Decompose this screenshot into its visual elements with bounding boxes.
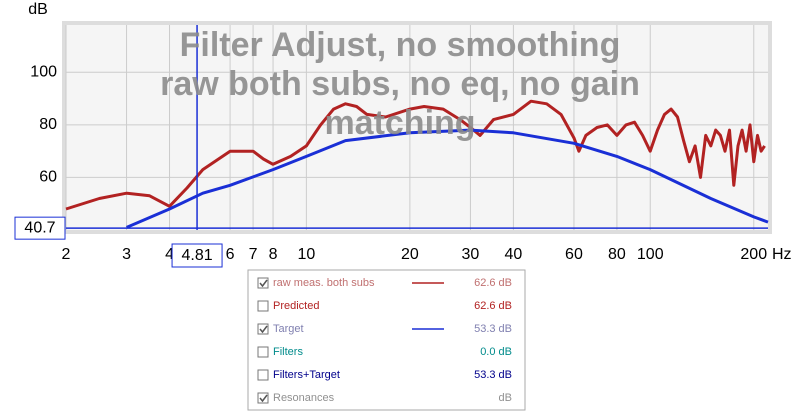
- x-tick-label: 100: [637, 246, 664, 263]
- legend: raw meas. both subs 62.6 dB Predicted 62.6 …: [257, 277, 512, 404]
- checkmark: [259, 325, 268, 334]
- x-tick-label: 8: [269, 246, 278, 263]
- chart-title: raw both subs, no eq, no gain: [160, 65, 640, 103]
- legend-readout: 53.3 dB: [474, 323, 512, 335]
- checkbox[interactable]: [257, 323, 269, 335]
- series-line: [65, 99, 766, 211]
- checkmark: [259, 394, 268, 403]
- x-tick-label: 30: [462, 246, 480, 263]
- x-tick-label: 20: [401, 246, 419, 263]
- y-axis-label: dB: [28, 1, 48, 18]
- legend-label: Predicted: [273, 300, 319, 312]
- chart-title: matching: [324, 104, 475, 142]
- plot: 60 80 100 2 3 4 6 7 8 10 20 30 40 60 80 100 200 40.7 4.81 F…: [14, 25, 769, 268]
- y-tick-label: 80: [39, 116, 57, 133]
- legend-label: raw meas. both subs: [273, 277, 375, 289]
- x-tick-label: 80: [608, 246, 626, 263]
- checkmark: [259, 279, 268, 288]
- legend-label: Filters+Target: [273, 369, 340, 381]
- checkbox[interactable]: [257, 277, 269, 289]
- legend-readout: 62.6 dB: [474, 277, 512, 289]
- x-tick-label: 6: [226, 246, 235, 263]
- x-tick-label: 3: [122, 246, 131, 263]
- x-tick-label: 10: [297, 246, 315, 263]
- plot-area: [66, 25, 768, 230]
- y-tick-label: 60: [39, 169, 57, 186]
- checkbox[interactable]: [257, 346, 269, 358]
- checkbox[interactable]: [257, 392, 269, 404]
- x-tick-label: 4: [165, 246, 174, 263]
- x-tick-label: 200: [740, 246, 767, 263]
- cursor-y-box: [14, 216, 66, 240]
- legend-label: Filters: [273, 346, 303, 358]
- legend-label: Resonances: [273, 392, 335, 404]
- x-tick-label: 2: [62, 246, 71, 263]
- legend-readout: 53.3 dB: [474, 369, 512, 381]
- x-tick-label: 40: [505, 246, 523, 263]
- legend-readout: dB: [499, 392, 512, 404]
- series-line: [126, 128, 769, 229]
- cursor-x-box: [171, 243, 223, 268]
- x-axis-label: Hz: [772, 246, 792, 263]
- chart-title: Filter Adjust, no smoothing: [180, 26, 621, 64]
- checkbox[interactable]: [257, 369, 269, 381]
- y-tick-label: 100: [30, 64, 57, 81]
- legend-readout: 62.6 dB: [474, 300, 512, 312]
- cursor-y-label: 40.7: [24, 219, 55, 236]
- legend-label: Target: [273, 323, 304, 335]
- legend-panel: [247, 269, 526, 411]
- x-tick-label: 60: [565, 246, 583, 263]
- checkbox[interactable]: [257, 300, 269, 312]
- cursor-x-label: 4.81: [181, 247, 212, 264]
- x-tick-label: 7: [249, 246, 258, 263]
- legend-readout: 0.0 dB: [480, 346, 512, 358]
